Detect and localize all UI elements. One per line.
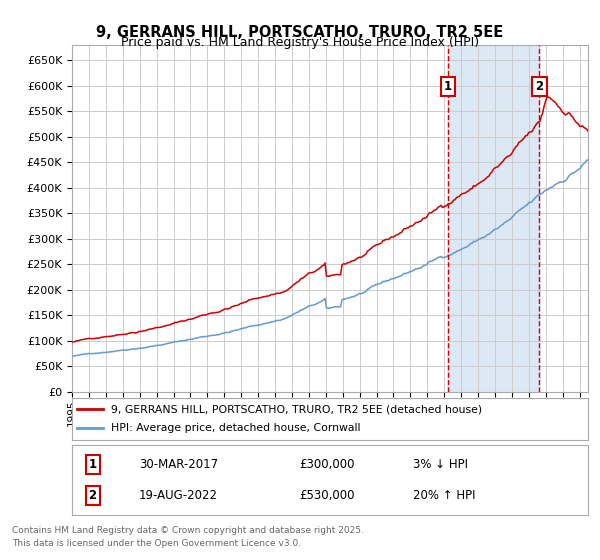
Text: 1: 1 [444, 80, 452, 93]
Text: 1: 1 [89, 458, 97, 472]
Text: 9, GERRANS HILL, PORTSCATHO, TRURO, TR2 5EE: 9, GERRANS HILL, PORTSCATHO, TRURO, TR2 … [97, 25, 503, 40]
Text: 3% ↓ HPI: 3% ↓ HPI [413, 458, 467, 472]
Text: This data is licensed under the Open Government Licence v3.0.: This data is licensed under the Open Gov… [12, 539, 301, 548]
Text: 20% ↑ HPI: 20% ↑ HPI [413, 489, 475, 502]
Bar [448, 45, 539, 392]
Text: 30-MAR-2017: 30-MAR-2017 [139, 458, 218, 472]
Text: 2: 2 [89, 489, 97, 502]
Text: £530,000: £530,000 [299, 489, 355, 502]
Text: Contains HM Land Registry data © Crown copyright and database right 2025.: Contains HM Land Registry data © Crown c… [12, 526, 364, 535]
Text: HPI: Average price, detached house, Cornwall: HPI: Average price, detached house, Corn… [110, 423, 360, 433]
Text: 19-AUG-2022: 19-AUG-2022 [139, 489, 218, 502]
Text: £300,000: £300,000 [299, 458, 355, 472]
Text: 2: 2 [535, 80, 544, 93]
Text: Price paid vs. HM Land Registry's House Price Index (HPI): Price paid vs. HM Land Registry's House … [121, 36, 479, 49]
Text: 9, GERRANS HILL, PORTSCATHO, TRURO, TR2 5EE (detached house): 9, GERRANS HILL, PORTSCATHO, TRURO, TR2 … [110, 404, 482, 414]
